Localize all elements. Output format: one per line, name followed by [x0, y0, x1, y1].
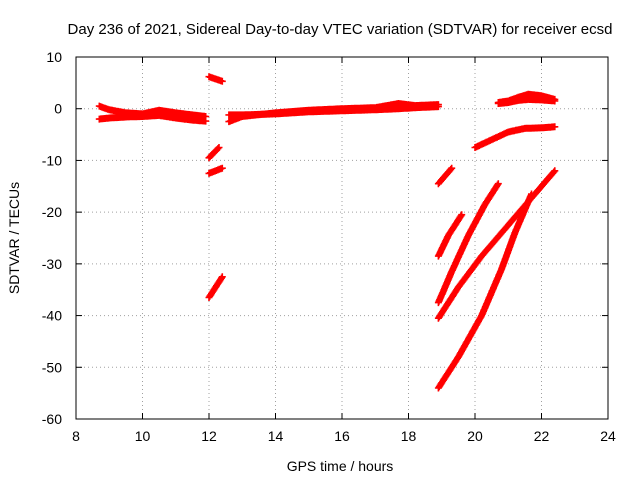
series-track-8 — [434, 211, 466, 260]
y-tick-label: -10 — [42, 152, 62, 168]
x-tick-labels: 8 10 12 14 16 18 20 22 24 — [72, 428, 616, 444]
y-tick-label: -20 — [42, 204, 62, 220]
series-track-13-lower — [494, 95, 559, 107]
y-tick-label: -30 — [42, 256, 62, 272]
x-tick-label: 22 — [534, 428, 550, 444]
y-tick-label: -50 — [42, 359, 62, 375]
data-points — [205, 73, 226, 85]
y-tick-labels: 10 0 -10 -20 -30 -40 -50 -60 — [42, 49, 62, 427]
x-tick-label: 18 — [401, 428, 417, 444]
series-track-6-lower — [225, 103, 442, 119]
data-series — [95, 73, 559, 392]
chart-title: Day 236 of 2021, Sidereal Day-to-day VTE… — [68, 21, 613, 38]
x-tick-label: 16 — [334, 428, 350, 444]
series-track-3 — [205, 144, 223, 162]
y-tick-label: -40 — [42, 308, 62, 324]
data-points — [95, 111, 210, 125]
axis-ticks — [75, 56, 609, 420]
series-track-12 — [471, 123, 559, 151]
y-tick-label: -60 — [42, 411, 62, 427]
y-tick-label: 10 — [46, 49, 62, 65]
x-tick-label: 24 — [600, 428, 616, 444]
data-points — [205, 164, 226, 177]
x-tick-label: 14 — [268, 428, 284, 444]
series-track-7 — [434, 164, 456, 188]
data-points — [434, 164, 456, 188]
data-points — [434, 180, 502, 307]
x-tick-label: 8 — [72, 428, 80, 444]
grid-lines — [76, 57, 608, 419]
series-track-4 — [205, 164, 226, 177]
x-tick-label: 10 — [135, 428, 151, 444]
data-points — [434, 190, 535, 392]
x-axis-label: GPS time / hours — [287, 458, 394, 474]
series-track-9 — [434, 180, 502, 307]
series-track-1-lower — [95, 111, 210, 125]
data-points — [205, 273, 226, 301]
data-points — [471, 123, 559, 151]
y-tick-label: 0 — [54, 101, 62, 117]
x-tick-label: 20 — [467, 428, 483, 444]
series-track-5 — [205, 273, 226, 301]
data-points — [494, 95, 559, 107]
y-axis-label: SDTVAR / TECUs — [6, 182, 22, 294]
data-points — [205, 144, 223, 162]
data-points — [434, 211, 466, 260]
series-track-11 — [434, 190, 535, 392]
x-tick-label: 12 — [201, 428, 217, 444]
data-points — [225, 103, 442, 119]
series-track-2 — [205, 73, 226, 85]
